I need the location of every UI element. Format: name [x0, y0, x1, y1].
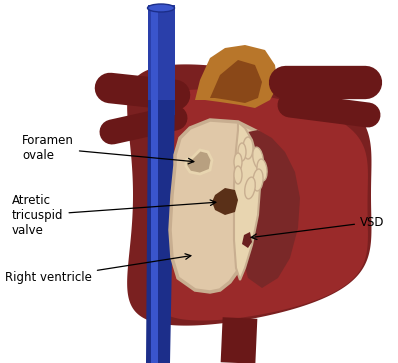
Ellipse shape: [257, 159, 267, 181]
Polygon shape: [146, 100, 175, 363]
Ellipse shape: [245, 177, 255, 199]
Text: Foramen
ovale: Foramen ovale: [22, 134, 194, 164]
Text: Right ventricle: Right ventricle: [5, 254, 191, 285]
Polygon shape: [127, 64, 371, 326]
Polygon shape: [234, 122, 260, 280]
Polygon shape: [151, 5, 158, 363]
Ellipse shape: [253, 169, 263, 191]
Ellipse shape: [253, 147, 263, 169]
Polygon shape: [195, 45, 278, 108]
Ellipse shape: [234, 153, 242, 171]
Ellipse shape: [234, 166, 242, 184]
Polygon shape: [148, 5, 175, 115]
Ellipse shape: [243, 137, 253, 159]
Polygon shape: [212, 188, 238, 215]
Ellipse shape: [238, 143, 246, 161]
Polygon shape: [210, 60, 262, 103]
Polygon shape: [186, 150, 212, 174]
Ellipse shape: [148, 4, 174, 12]
Text: VSD: VSD: [251, 216, 384, 240]
Polygon shape: [150, 89, 368, 321]
Polygon shape: [242, 130, 300, 288]
Text: Atretic
tricuspid
valve: Atretic tricuspid valve: [12, 193, 216, 237]
Polygon shape: [170, 120, 272, 292]
Polygon shape: [242, 232, 252, 248]
